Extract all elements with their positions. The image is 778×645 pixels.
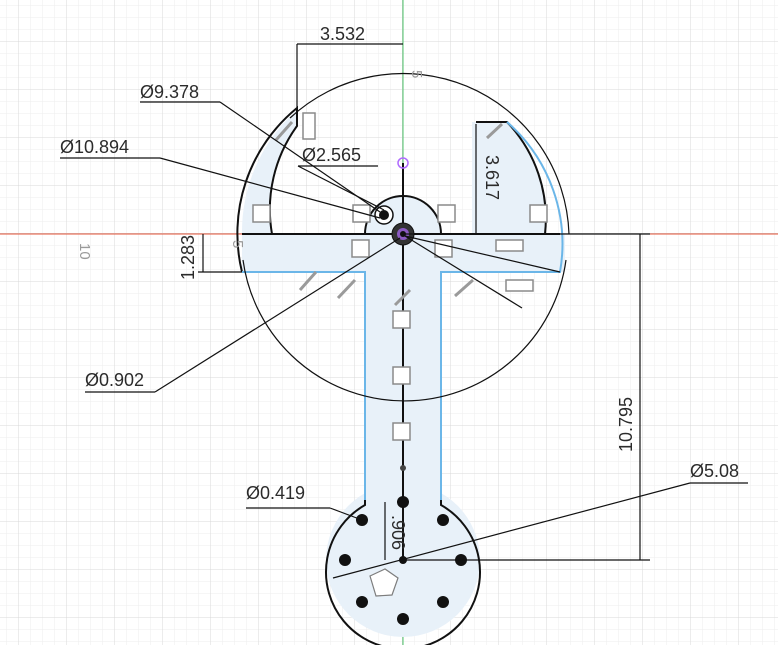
svg-text:5: 5 (408, 70, 425, 78)
dim-9-378: Ø9.378 (140, 82, 199, 102)
dim-3-617: 3.617 (482, 155, 502, 200)
dim-10-894: Ø10.894 (60, 137, 129, 157)
dim-0-419: Ø0.419 (246, 483, 305, 503)
dim-10-795: 10.795 (616, 397, 636, 452)
dim-1-283: 1.283 (178, 235, 198, 280)
svg-text:10: 10 (76, 243, 93, 260)
dim-5-08: Ø5.08 (690, 461, 739, 481)
constrained-edges[interactable] (242, 121, 564, 500)
constraint-glyphs[interactable] (252, 112, 548, 441)
bolt-holes[interactable] (339, 465, 467, 625)
dim-0-906: .906 (388, 515, 408, 550)
dim-3-532: 3.532 (320, 24, 365, 44)
dimension-labels[interactable]: 3.532 Ø9.378 Ø10.894 Ø2.565 3.617 1.283 … (60, 24, 739, 550)
axis-numbers: 5 10 5 (76, 70, 425, 260)
dim-0-902: Ø0.902 (85, 370, 144, 390)
dim-2-565: Ø2.565 (302, 145, 361, 165)
svg-text:5: 5 (229, 240, 246, 248)
sketch-point-icon[interactable] (397, 157, 409, 169)
construction-geometry[interactable] (242, 72, 570, 402)
dimension-lines[interactable] (60, 43, 748, 579)
